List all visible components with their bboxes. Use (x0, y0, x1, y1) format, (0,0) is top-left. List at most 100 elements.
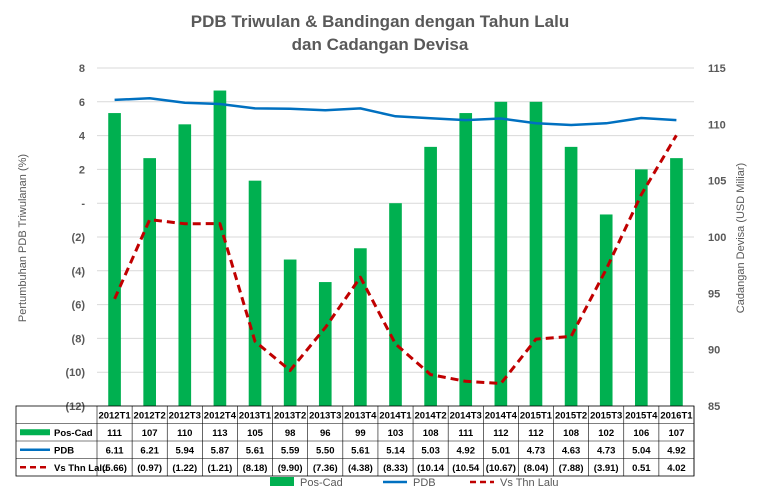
line-vs-thn-lalu (113, 134, 678, 385)
bar-poscad (635, 169, 648, 406)
data-label: 5.03 (421, 445, 440, 456)
bar-poscad (108, 113, 121, 407)
bar-poscad (599, 214, 613, 406)
table-key-poscad (20, 429, 50, 436)
data-label: 5.01 (492, 445, 511, 456)
right-tick-label: 95 (708, 288, 720, 300)
data-label: 4.92 (667, 445, 686, 456)
data-label: 103 (388, 428, 404, 439)
bar-poscad (494, 101, 508, 407)
left-tick-label: 2 (79, 164, 85, 176)
x-tick-label: 2014T1 (379, 411, 412, 422)
data-label: 5.59 (281, 445, 300, 456)
data-label: (10.67) (486, 463, 516, 474)
data-label: 6.21 (140, 445, 159, 456)
data-label: 108 (563, 428, 579, 439)
bar-poscad (670, 158, 683, 406)
data-label: 107 (142, 428, 158, 439)
left-tick-label: 8 (79, 63, 85, 75)
left-tick-label: (10) (65, 367, 85, 379)
right-axis-label: Cadangan Devisa (USD Miliar) (735, 163, 747, 313)
data-label: 112 (528, 428, 543, 439)
bar-poscad (564, 146, 578, 406)
bar-poscad (459, 113, 473, 407)
x-tick-label: 2012T1 (98, 411, 131, 422)
x-tick-label: 2015T4 (625, 411, 658, 422)
x-tick-label: 2013T4 (344, 411, 377, 422)
bar-poscad (143, 158, 156, 406)
data-label: (3.91) (594, 463, 619, 474)
legend-label-pdb: PDB (413, 477, 436, 489)
bar-poscad (248, 180, 262, 406)
bar-poscad (213, 90, 227, 407)
x-tick-label: 2014T3 (450, 411, 482, 422)
legend-label-vs-thn-lalu: Vs Thn Lalu (500, 477, 559, 489)
data-label: 0.51 (632, 463, 651, 474)
table-row-pdb-label: PDB (54, 445, 74, 456)
data-label: 102 (598, 428, 614, 439)
data-label: 5.14 (386, 445, 405, 456)
data-label: (8.33) (383, 463, 408, 474)
right-tick-label: 85 (708, 401, 720, 413)
right-tick-label: 100 (708, 232, 726, 244)
data-label: 6.11 (106, 445, 125, 456)
x-tick-label: 2015T1 (520, 411, 553, 422)
data-label: 5.61 (246, 445, 265, 456)
data-label: (8.18) (243, 463, 268, 474)
x-tick-label: 2014T2 (415, 411, 447, 422)
data-label: (4.38) (348, 463, 373, 474)
data-label: 110 (177, 428, 192, 439)
left-tick-label: (8) (72, 333, 86, 345)
data-label: 108 (423, 428, 439, 439)
x-tick-label: 2013T2 (274, 411, 306, 422)
x-tick-label: 2016T1 (660, 411, 693, 422)
data-label: 105 (247, 428, 264, 439)
left-tick-label: (2) (72, 232, 86, 244)
data-label: 4.73 (597, 445, 616, 456)
data-label: 111 (458, 428, 474, 439)
data-label: 5.04 (632, 445, 651, 456)
data-label: 98 (285, 428, 296, 439)
data-label: (5.66) (102, 463, 127, 474)
data-label: (10.14 (417, 463, 445, 474)
x-tick-label: 2012T2 (134, 411, 166, 422)
left-axis-label: Pertumbuhan PDB Triwulanan (%) (17, 154, 29, 322)
data-label: (9.90) (278, 463, 303, 474)
data-label: (1.21) (207, 463, 232, 474)
right-tick-label: 115 (708, 63, 726, 75)
right-tick-label: 105 (708, 176, 726, 188)
right-tick-label: 90 (708, 345, 720, 357)
x-tick-label: 2012T3 (169, 411, 201, 422)
left-tick-label: - (81, 198, 85, 210)
data-label: 4.63 (562, 445, 581, 456)
data-label: 112 (493, 428, 508, 439)
data-label: 113 (212, 428, 227, 439)
data-label: 111 (107, 428, 123, 439)
data-label: 4.92 (456, 445, 475, 456)
data-label: 5.87 (211, 445, 230, 456)
legend-key-poscad (270, 477, 294, 486)
left-tick-label: 6 (79, 97, 85, 109)
bar-poscad (529, 101, 543, 407)
data-label: 5.61 (351, 445, 370, 456)
left-tick-label: (4) (72, 266, 86, 278)
line-pdb (114, 97, 677, 127)
data-label: 4.02 (667, 463, 686, 474)
table-row-poscad-label: Pos-Cad (54, 428, 93, 439)
data-label: 107 (669, 428, 685, 439)
left-tick-label: (12) (65, 401, 85, 413)
left-tick-label: 4 (79, 131, 86, 143)
x-tick-label: 2013T1 (239, 411, 272, 422)
data-label: 96 (320, 428, 331, 439)
chart-title-line2: dan Cadangan Devisa (292, 35, 469, 54)
x-tick-label: 2015T3 (590, 411, 622, 422)
data-label: 5.94 (176, 445, 195, 456)
x-tick-label: 2014T4 (485, 411, 518, 422)
bar-poscad (354, 248, 367, 406)
bar-poscad (424, 146, 437, 406)
x-tick-label: 2012T4 (204, 411, 237, 422)
data-label: 106 (633, 428, 649, 439)
data-label: (7.36) (313, 463, 338, 474)
bar-poscad (283, 259, 297, 406)
